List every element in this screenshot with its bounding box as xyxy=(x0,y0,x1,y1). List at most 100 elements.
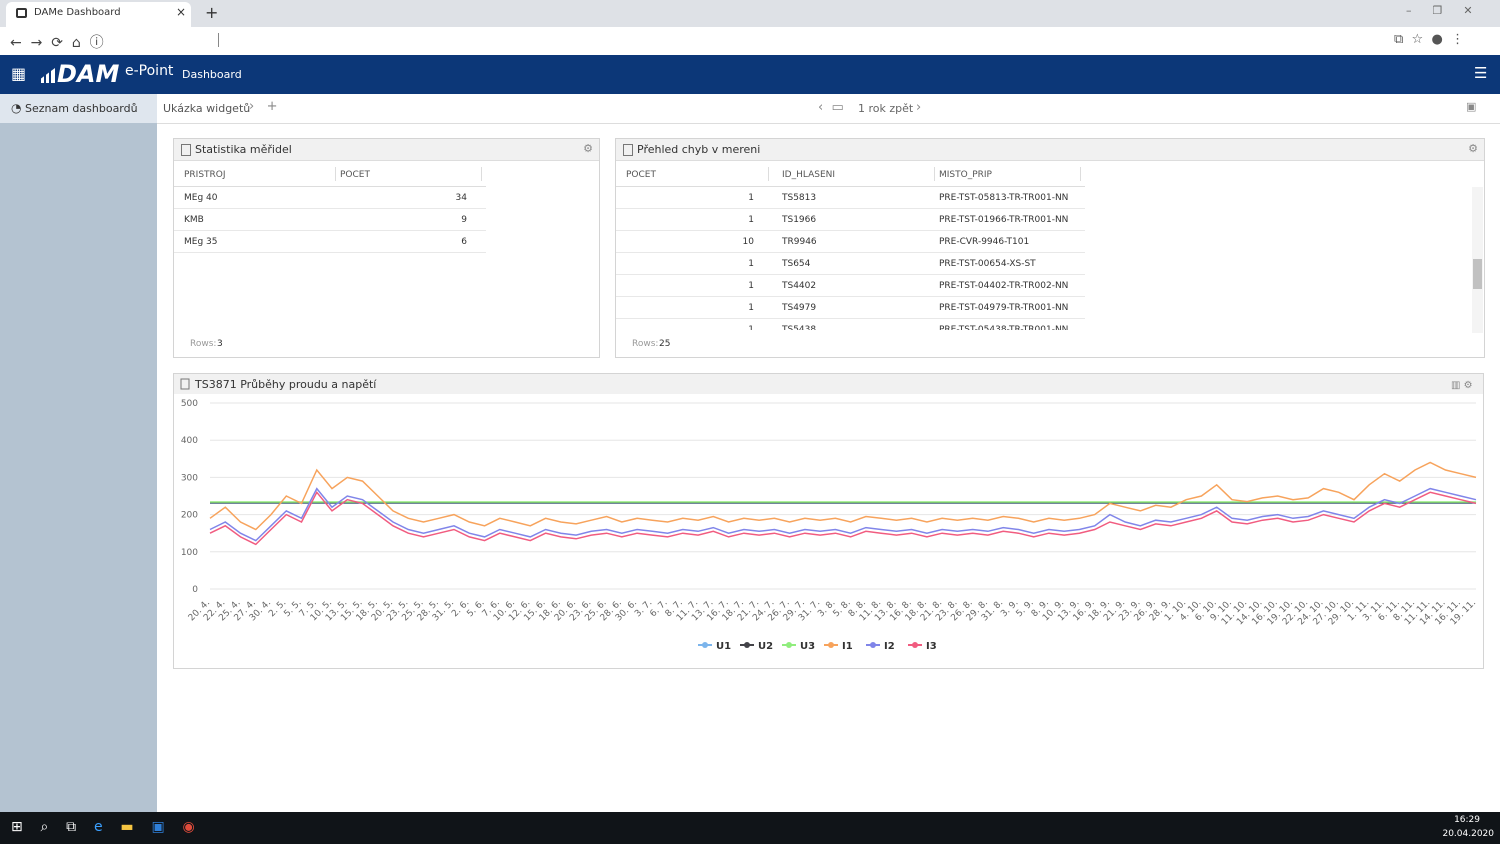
legend-marker xyxy=(744,642,750,648)
legend-label[interactable]: I1 xyxy=(842,641,853,652)
table-row[interactable] xyxy=(174,187,486,209)
taskbar-apps[interactable]: ⊞ ⌕ ⧉ e ▬ ▣ ◉ xyxy=(11,819,195,835)
breadcrumb-controls[interactable]: › + xyxy=(249,99,278,114)
scrollbar[interactable] xyxy=(1472,187,1483,333)
series-line xyxy=(209,490,1477,546)
rows-label: Rows: xyxy=(632,339,659,349)
column-header[interactable]: ID_HLASENI xyxy=(782,170,836,180)
table-row[interactable] xyxy=(616,275,1085,297)
tab-close[interactable]: × xyxy=(176,5,187,19)
rows-count: 3 xyxy=(217,339,223,349)
sidebar-item[interactable]: ◔ Seznam dashboardů xyxy=(11,101,138,115)
y-tick-label: 400 xyxy=(181,436,198,446)
period[interactable]: 1 rok zpět xyxy=(858,102,914,115)
legend-label[interactable]: I3 xyxy=(926,641,937,652)
table-widget: Přehled chyb v mereni ⚙ POCET ID_HLASENI MIS… xyxy=(615,138,1485,358)
widget-tools[interactable]: ▥ ⚙ xyxy=(1451,380,1473,391)
table-cell: TS4402 xyxy=(782,281,817,291)
tab[interactable] xyxy=(6,2,191,27)
column-header[interactable]: POCET xyxy=(626,170,656,180)
widget-icon xyxy=(180,378,190,390)
table-cell: TS654 xyxy=(782,259,811,269)
scroll-thumb[interactable] xyxy=(1473,259,1482,289)
rows-count: 25 xyxy=(659,339,671,349)
logo: DAM xyxy=(57,60,120,88)
browser-actions[interactable]: ⧉ ☆ ● ⋮ xyxy=(1394,32,1465,47)
sidebar-header[interactable] xyxy=(0,94,157,123)
table-row[interactable] xyxy=(616,297,1085,319)
column-header[interactable]: POCET xyxy=(340,170,370,180)
taskbar-date: 20.04.2020 xyxy=(1442,829,1494,839)
table-widget: Statistika měřidel ⚙ PRISTROJ POCET MEg 40 34… xyxy=(173,138,600,358)
table-header xyxy=(174,161,486,187)
table-cell: TR9946 xyxy=(782,237,817,247)
legend-label[interactable]: I2 xyxy=(884,641,895,652)
chart-widget: TS3871 Průběhy proudu a napětí ▥ ⚙ 0 100 2… xyxy=(173,373,1484,669)
column-divider xyxy=(768,167,769,181)
series-line xyxy=(209,461,1477,531)
table-row[interactable] xyxy=(174,231,486,253)
table-cell: 34 xyxy=(455,193,467,203)
legend-label[interactable]: U2 xyxy=(758,641,773,652)
save-button[interactable]: ▣ xyxy=(1466,100,1477,113)
widget-settings[interactable]: ⚙ xyxy=(583,142,593,155)
table-row[interactable] xyxy=(174,209,486,231)
legend-marker xyxy=(828,642,834,648)
table-row[interactable] xyxy=(616,253,1085,275)
y-tick-label: 200 xyxy=(181,511,198,521)
table-header xyxy=(616,161,1085,187)
hamburger[interactable]: ☰ xyxy=(1474,64,1488,82)
window-controls[interactable]: – ❐ ✕ xyxy=(1406,4,1473,17)
table-cell: 1 xyxy=(748,215,754,225)
table-cell: TS5438 xyxy=(782,325,817,330)
table-row[interactable] xyxy=(616,209,1085,231)
table-body: 1 TS5813 PRE-TST-05813-TR-TR001-NN 1 TS1966 P… xyxy=(616,187,1085,330)
table-cell: 6 xyxy=(461,237,467,247)
period-prev[interactable]: ‹ ▭ xyxy=(818,100,844,115)
taskbar xyxy=(0,812,1500,844)
new-tab[interactable]: + xyxy=(205,3,219,22)
table-cell: PRE-TST-04402-TR-TR002-NN xyxy=(939,281,1069,291)
table-row[interactable] xyxy=(616,231,1085,253)
chart-title: TS3871 Průběhy proudu a napětí xyxy=(194,378,377,391)
widget-icon xyxy=(181,144,191,156)
nav-buttons[interactable]: ← → ⟳ ⌂ ⓘ xyxy=(10,35,104,51)
widget-title: Přehled chyb v mereni xyxy=(637,143,761,156)
table-row[interactable] xyxy=(616,187,1085,209)
logo-suffix: e-Point xyxy=(125,63,174,79)
table-body: MEg 40 34 KMB 9 MEg 35 6 xyxy=(174,187,486,330)
table-cell: 1 xyxy=(748,259,754,269)
column-divider xyxy=(335,167,336,181)
period-next[interactable]: › xyxy=(916,100,922,115)
widget-header xyxy=(174,374,1483,394)
taskbar-time: 16:29 xyxy=(1454,815,1480,825)
address-input[interactable] xyxy=(218,33,219,47)
widget-header xyxy=(616,139,1484,161)
breadcrumb[interactable]: Ukázka widgetů xyxy=(163,102,251,115)
apps-menu[interactable]: ▦ xyxy=(11,64,27,83)
widget-settings[interactable]: ⚙ xyxy=(1468,142,1478,155)
table-cell: 9 xyxy=(461,215,467,225)
legend-label[interactable]: U3 xyxy=(800,641,815,652)
toolbar xyxy=(157,94,1500,124)
series-line xyxy=(209,487,1477,542)
tab-strip xyxy=(0,0,1500,27)
app-header xyxy=(0,55,1500,94)
table-cell: TS5813 xyxy=(782,193,817,203)
table-cell: PRE-TST-04979-TR-TR001-NN xyxy=(939,303,1069,313)
column-header[interactable]: PRISTROJ xyxy=(184,170,226,180)
table-cell: 10 xyxy=(742,237,754,247)
y-tick-label: 500 xyxy=(181,399,198,409)
column-header[interactable]: MISTO_PRIP xyxy=(939,170,992,180)
widget-icon xyxy=(623,144,633,156)
table-cell: PRE-CVR-9946-T101 xyxy=(939,237,1030,247)
y-tick-label: 300 xyxy=(181,473,198,483)
table-cell: 1 xyxy=(748,193,754,203)
legend-label[interactable]: U1 xyxy=(716,641,731,652)
header-section: Dashboard xyxy=(182,68,242,81)
table-cell: TS4979 xyxy=(782,303,817,313)
legend-marker xyxy=(786,642,792,648)
sidebar xyxy=(0,123,157,812)
table-cell: PRE-TST-00654-XS-ST xyxy=(939,259,1036,269)
